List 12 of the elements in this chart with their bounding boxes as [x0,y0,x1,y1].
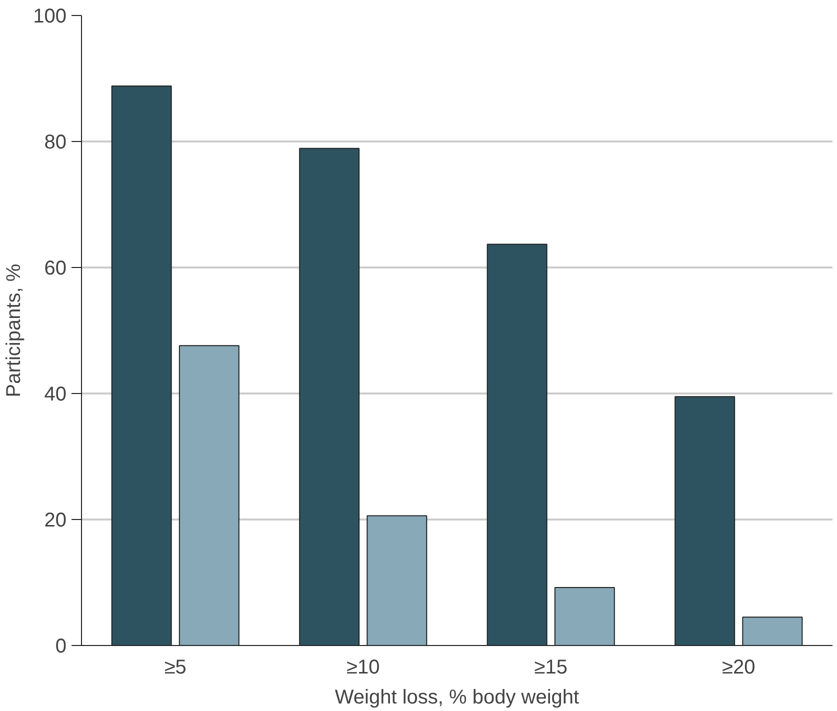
y-axis-title: Participants, % [3,264,26,398]
y-tick-label: 20 [44,510,67,532]
x-tick-label: ≥15 [534,656,568,678]
y-tick-label: 100 [33,6,67,28]
x-tick-label: ≥10 [346,656,380,678]
x-tick-label: ≥5 [164,656,186,678]
y-tick-label: 80 [44,132,67,154]
y-tick-label: 0 [55,636,66,658]
x-tick-label: ≥20 [722,656,756,678]
y-tick-label: 60 [44,258,67,280]
x-axis-title: Weight loss, % body weight [334,686,580,708]
y-tick-label: 40 [44,384,67,406]
